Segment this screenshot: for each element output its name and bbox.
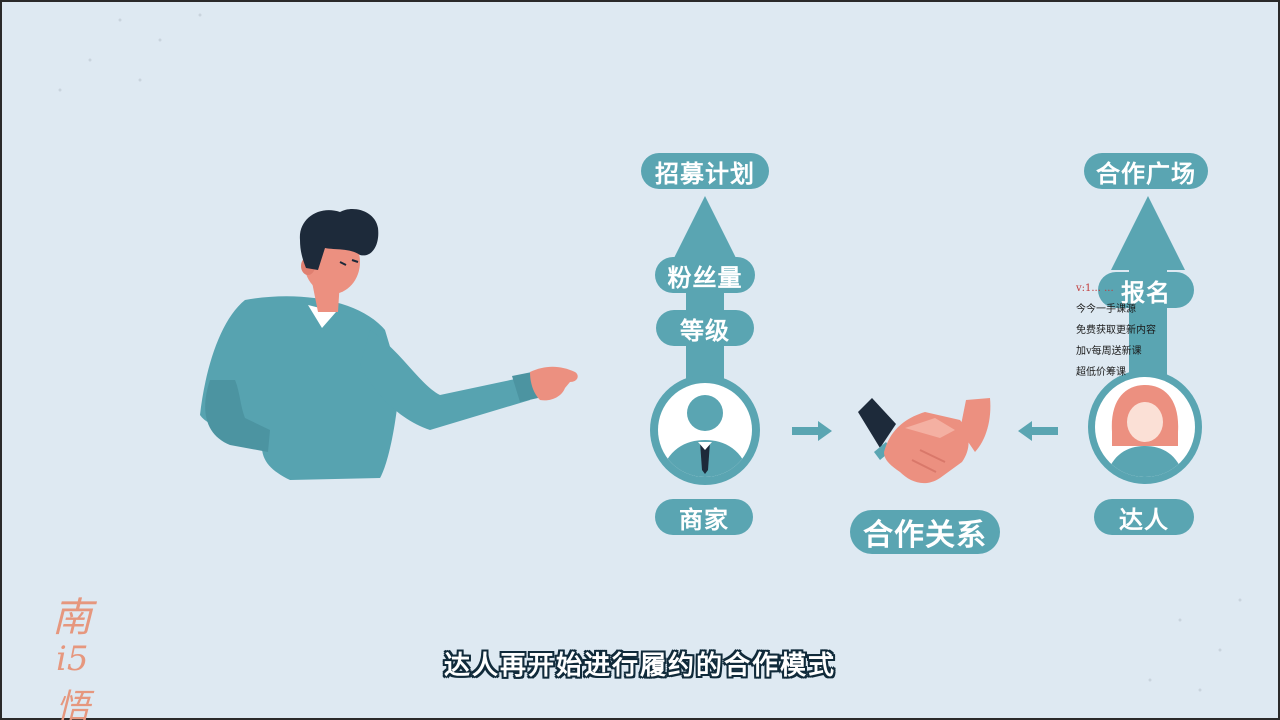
video-subtitle: 达人再开始进行履约的合作模式	[443, 651, 836, 681]
watermark-line: 加v每周送新课	[1076, 346, 1142, 357]
merchant-avatar-icon	[650, 375, 760, 485]
arrow-left-icon	[1018, 421, 1058, 441]
merchant-label: 商家	[655, 499, 753, 535]
watermark-line: 免费获取更新内容	[1076, 325, 1156, 336]
brand-logo: 南 i5悟	[50, 585, 120, 720]
sign-up-label: 报名	[1098, 272, 1194, 308]
talent-avatar-icon	[1088, 370, 1202, 484]
watermark-line: 今今一手课源	[1076, 304, 1136, 315]
handshake-icon	[858, 398, 991, 484]
logo-line-1: 南	[52, 595, 92, 641]
logo-line-2: i5悟	[56, 639, 90, 720]
fan-count-label: 粉丝量	[655, 257, 755, 293]
cooperation-plaza-label: 合作广场	[1084, 153, 1208, 189]
corner-dots-decoration	[58, 13, 1242, 692]
cooperation-relationship-label: 合作关系	[850, 510, 1000, 554]
recruitment-plan-label: 招募计划	[641, 153, 769, 189]
man-pointing-illustration	[200, 208, 578, 480]
level-label: 等级	[656, 310, 754, 346]
watermark-line: 超低价筹课	[1076, 367, 1126, 378]
talent-label: 达人	[1094, 499, 1194, 535]
arrow-right-icon	[792, 421, 832, 441]
watermark-line: v:1... ...	[1076, 283, 1114, 294]
watermark-overlay: v:1... ... 今今一手课源 免费获取更新内容 加v每周送新课 超低价筹课	[1076, 278, 1206, 383]
